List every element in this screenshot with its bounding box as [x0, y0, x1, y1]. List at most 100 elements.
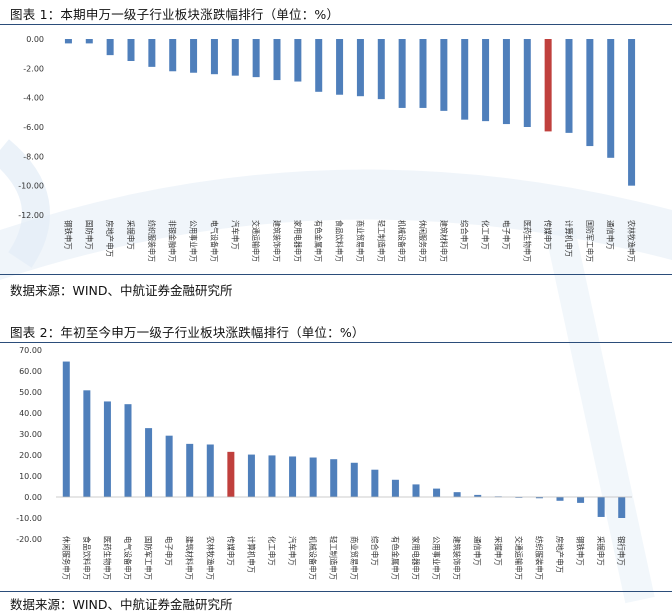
chart2-category-label: 传媒申万 — [226, 536, 236, 566]
chart1-category-label: 机械设备申万 — [397, 220, 407, 262]
chart2-plot: 70.00 60.00 50.00 40.00 30.00 20.00 10.00 0.00 -… — [16, 346, 632, 580]
chart2-category-label: 通信申万 — [473, 536, 483, 566]
chart2-category-label: 化工申万 — [267, 536, 277, 566]
chart2-bar — [330, 459, 338, 497]
chart1-category-label: 化工申万 — [481, 220, 491, 250]
chart2-ytick-label: -20.00 — [16, 535, 42, 544]
chart1-category-label: 建筑材料申万 — [439, 220, 449, 262]
chart1-bar — [628, 39, 636, 186]
chart1-bar — [169, 39, 177, 72]
chart2-category-label: 农林牧渔申万 — [205, 536, 215, 580]
chart1-category-label: 公用事业申万 — [189, 220, 199, 262]
chart1-category-label: 钢铁申万 — [63, 220, 73, 250]
chart1-category-label: 商业贸易申万 — [355, 220, 365, 262]
chart1-bar — [273, 39, 281, 81]
chart2-bar — [103, 401, 111, 497]
chart1-bar — [482, 39, 490, 122]
chart2-category-label: 电气设备申万 — [123, 536, 133, 580]
chart1-category-label: 食品饮料申万 — [335, 220, 345, 262]
chart2-category-label: 采掘申万 — [596, 536, 606, 566]
chart1-ytick-label: -10.00 — [18, 182, 44, 191]
chart2-bar — [227, 451, 235, 497]
chart1-category-label: 房地产申万 — [105, 220, 115, 257]
chart2-bar — [556, 497, 564, 501]
chart2-bar — [371, 469, 379, 497]
chart1-bar — [377, 39, 385, 100]
chart1-category-label: 电气设备申万 — [209, 220, 219, 262]
chart2-top-rule — [0, 342, 672, 343]
chart2-bar — [289, 456, 297, 497]
chart1-ytick-label: -6.00 — [23, 123, 44, 132]
chart2-category-label: 国防军工申万 — [144, 536, 154, 580]
chart1-ytick-label: 0.00 — [26, 35, 44, 44]
chart2-ytick-label: 70.00 — [19, 346, 42, 355]
chart1-ytick-label: -4.00 — [23, 94, 44, 103]
chart1-bar — [148, 39, 156, 67]
chart2-bar — [83, 390, 91, 497]
chart2-ytick-label: 0.00 — [24, 493, 42, 502]
chart1-bar — [544, 39, 552, 132]
chart1-source: 数据来源：WIND、中航证券金融研究所 — [10, 283, 233, 298]
chart2-category-label: 食品饮料申万 — [82, 536, 92, 580]
chart1-category-label: 传媒申万 — [543, 220, 553, 250]
chart2-category-label: 钢铁申万 — [576, 536, 586, 566]
chart2-bar — [62, 361, 70, 497]
chart1-bar — [356, 39, 364, 97]
chart1-category-label: 医药生物申万 — [522, 220, 532, 262]
chart1-ytick-label: -2.00 — [23, 64, 44, 73]
chart1-bar — [64, 39, 72, 44]
chart1-category-label: 通信申万 — [606, 220, 616, 250]
chart2-source: 数据来源：WIND、中航证券金融研究所 — [10, 597, 233, 612]
chart1-ytick-label: -8.00 — [23, 152, 44, 161]
chart1-category-label: 农林牧渔申万 — [627, 220, 637, 262]
chart2-bar — [124, 404, 132, 497]
chart2-bar — [309, 457, 317, 497]
chart2-ytick-label: 60.00 — [19, 367, 42, 376]
chart1-bottom-rule — [0, 274, 672, 275]
chart1-ytick-label: -12.00 — [18, 211, 44, 220]
chart2-ytick-label: 30.00 — [19, 430, 42, 439]
chart1-top-rule — [0, 24, 672, 25]
chart1-bar — [398, 39, 406, 108]
chart2-bar — [247, 454, 255, 497]
chart2-category-label: 医药生物申万 — [102, 536, 112, 580]
chart2-category-label: 银行申万 — [617, 536, 627, 566]
chart2-ytick-label: 10.00 — [19, 472, 42, 481]
chart1-category-label: 休闲服务申万 — [418, 220, 428, 262]
chart1-category-label: 汽车申万 — [230, 220, 240, 250]
chart1-category-label: 家用电器申万 — [293, 220, 303, 262]
chart2-bar — [391, 479, 399, 497]
chart1-category-label: 轻工制造申万 — [376, 220, 386, 262]
chart2-bar — [165, 435, 173, 497]
chart1-bar — [294, 39, 302, 82]
chart2-bar — [618, 497, 626, 518]
chart1-bar — [252, 39, 260, 78]
chart2-category-label: 商业贸易申万 — [349, 536, 359, 580]
chart2-bar — [474, 494, 482, 497]
chart2-bar — [268, 455, 276, 497]
chart2-category-label: 房地产申万 — [555, 536, 565, 573]
chart2-category-label: 纺织服装申万 — [534, 536, 544, 580]
chart1-bar — [106, 39, 114, 56]
chart1-category-label: 采掘申万 — [126, 220, 136, 250]
chart1-category-label: 建筑装饰申万 — [272, 220, 282, 262]
chart1-bar — [336, 39, 344, 95]
chart1-category-label: 综合申万 — [460, 220, 470, 250]
chart1-category-label: 电子申万 — [501, 220, 511, 250]
chart2-category-label: 汽车申万 — [288, 536, 298, 566]
chart1-plot: 0.00 -2.00 -4.00 -6.00 -8.00 -10.00 -12.00 钢铁申万… — [18, 35, 637, 262]
chart1-bar — [440, 39, 448, 111]
chart2-bar — [145, 428, 153, 497]
chart2-category-label: 机械设备申万 — [308, 536, 318, 580]
chart1-bar — [231, 39, 239, 76]
chart2-bottom-rule — [0, 591, 672, 592]
chart1-category-label: 交通运输申万 — [251, 220, 261, 262]
chart2-title: 图表 2：年初至今申万一级子行业板块涨跌幅排行（单位：%） — [10, 325, 365, 340]
chart2-category-label: 有色金属申万 — [390, 536, 400, 580]
chart1-bar — [502, 39, 510, 125]
chart1-bar — [190, 39, 198, 73]
chart1-bar — [586, 39, 594, 147]
chart1-bar — [461, 39, 469, 120]
chart2-bar — [453, 492, 461, 497]
